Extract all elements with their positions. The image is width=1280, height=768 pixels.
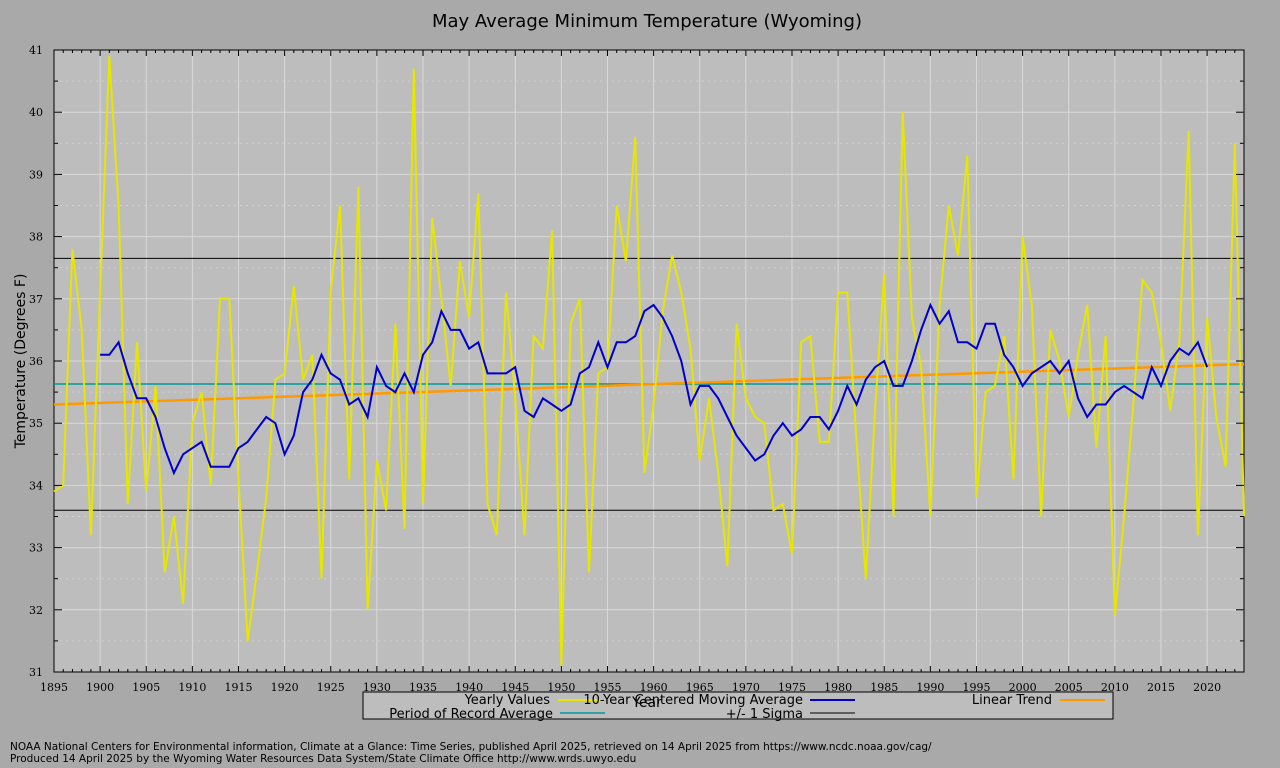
x-tick-label: 1920 xyxy=(271,681,299,694)
x-axis-label: Year xyxy=(631,695,662,711)
moving-average-line xyxy=(100,302,1209,476)
y-tick-label: 38 xyxy=(29,231,43,244)
y-tick-label: 40 xyxy=(29,106,43,119)
x-tick-label: 2015 xyxy=(1147,681,1175,694)
legend-label-linear-trend: Linear Trend xyxy=(972,693,1052,708)
x-tick-label: 1985 xyxy=(870,681,898,694)
y-tick-label: 33 xyxy=(29,542,43,555)
x-tick-label: 1930 xyxy=(363,681,391,694)
yearly-values-line xyxy=(53,56,1245,666)
x-tick-label: 1990 xyxy=(916,681,944,694)
x-tick-label: 1965 xyxy=(686,681,714,694)
x-tick-label: 2005 xyxy=(1055,681,1083,694)
legend-label-record-average: Period of Record Average xyxy=(389,707,553,722)
y-tick-label: 34 xyxy=(29,479,43,492)
x-tick-label: 1925 xyxy=(317,681,345,694)
y-tick-label: 36 xyxy=(29,355,43,368)
chart-title: May Average Minimum Temperature (Wyoming… xyxy=(432,11,862,32)
legend: Yearly Values 10-Year Centered Moving Av… xyxy=(362,691,1114,722)
source-credit: NOAA National Centers for Environmental … xyxy=(10,741,932,753)
production-credit: Produced 14 April 2025 by the Wyoming Wa… xyxy=(10,753,637,765)
legend-label-moving-average: 10-Year Centered Moving Average xyxy=(583,693,803,708)
legend-label-sigma: +/- 1 Sigma xyxy=(726,707,803,722)
legend-label-yearly: Yearly Values xyxy=(464,693,551,708)
x-tick-label: 1980 xyxy=(824,681,852,694)
legend-box xyxy=(362,691,1114,720)
y-tick-label: 31 xyxy=(29,666,43,679)
x-tick-label: 1945 xyxy=(501,681,529,694)
linear-trend-line xyxy=(53,362,1245,406)
x-tick-label: 1975 xyxy=(778,681,806,694)
x-tick-label: 1970 xyxy=(732,681,760,694)
x-tick-label: 1940 xyxy=(455,681,483,694)
x-tick-label: 1895 xyxy=(40,681,68,694)
y-tick-label: 37 xyxy=(29,293,43,306)
x-tick-label: 1935 xyxy=(409,681,437,694)
x-tick-label: 1950 xyxy=(547,681,575,694)
x-tick-label: 2010 xyxy=(1101,681,1129,694)
x-tick-label: 1955 xyxy=(593,681,621,694)
x-tick-label: 1915 xyxy=(224,681,252,694)
x-tick-label: 1905 xyxy=(132,681,160,694)
y-tick-label: 35 xyxy=(29,417,43,430)
y-tick-label: 41 xyxy=(29,44,43,57)
y-tick-label: 32 xyxy=(29,604,43,617)
y-tick-label: 39 xyxy=(29,168,43,181)
y-axis-label: Temperature (Degrees F) xyxy=(13,274,29,450)
x-tick-label: 2000 xyxy=(1009,681,1037,694)
x-tick-label: 2020 xyxy=(1193,681,1221,694)
x-tick-label: 1900 xyxy=(86,681,114,694)
x-tick-label: 1910 xyxy=(178,681,206,694)
x-tick-label: 1995 xyxy=(962,681,990,694)
x-tick-label: 1960 xyxy=(640,681,668,694)
